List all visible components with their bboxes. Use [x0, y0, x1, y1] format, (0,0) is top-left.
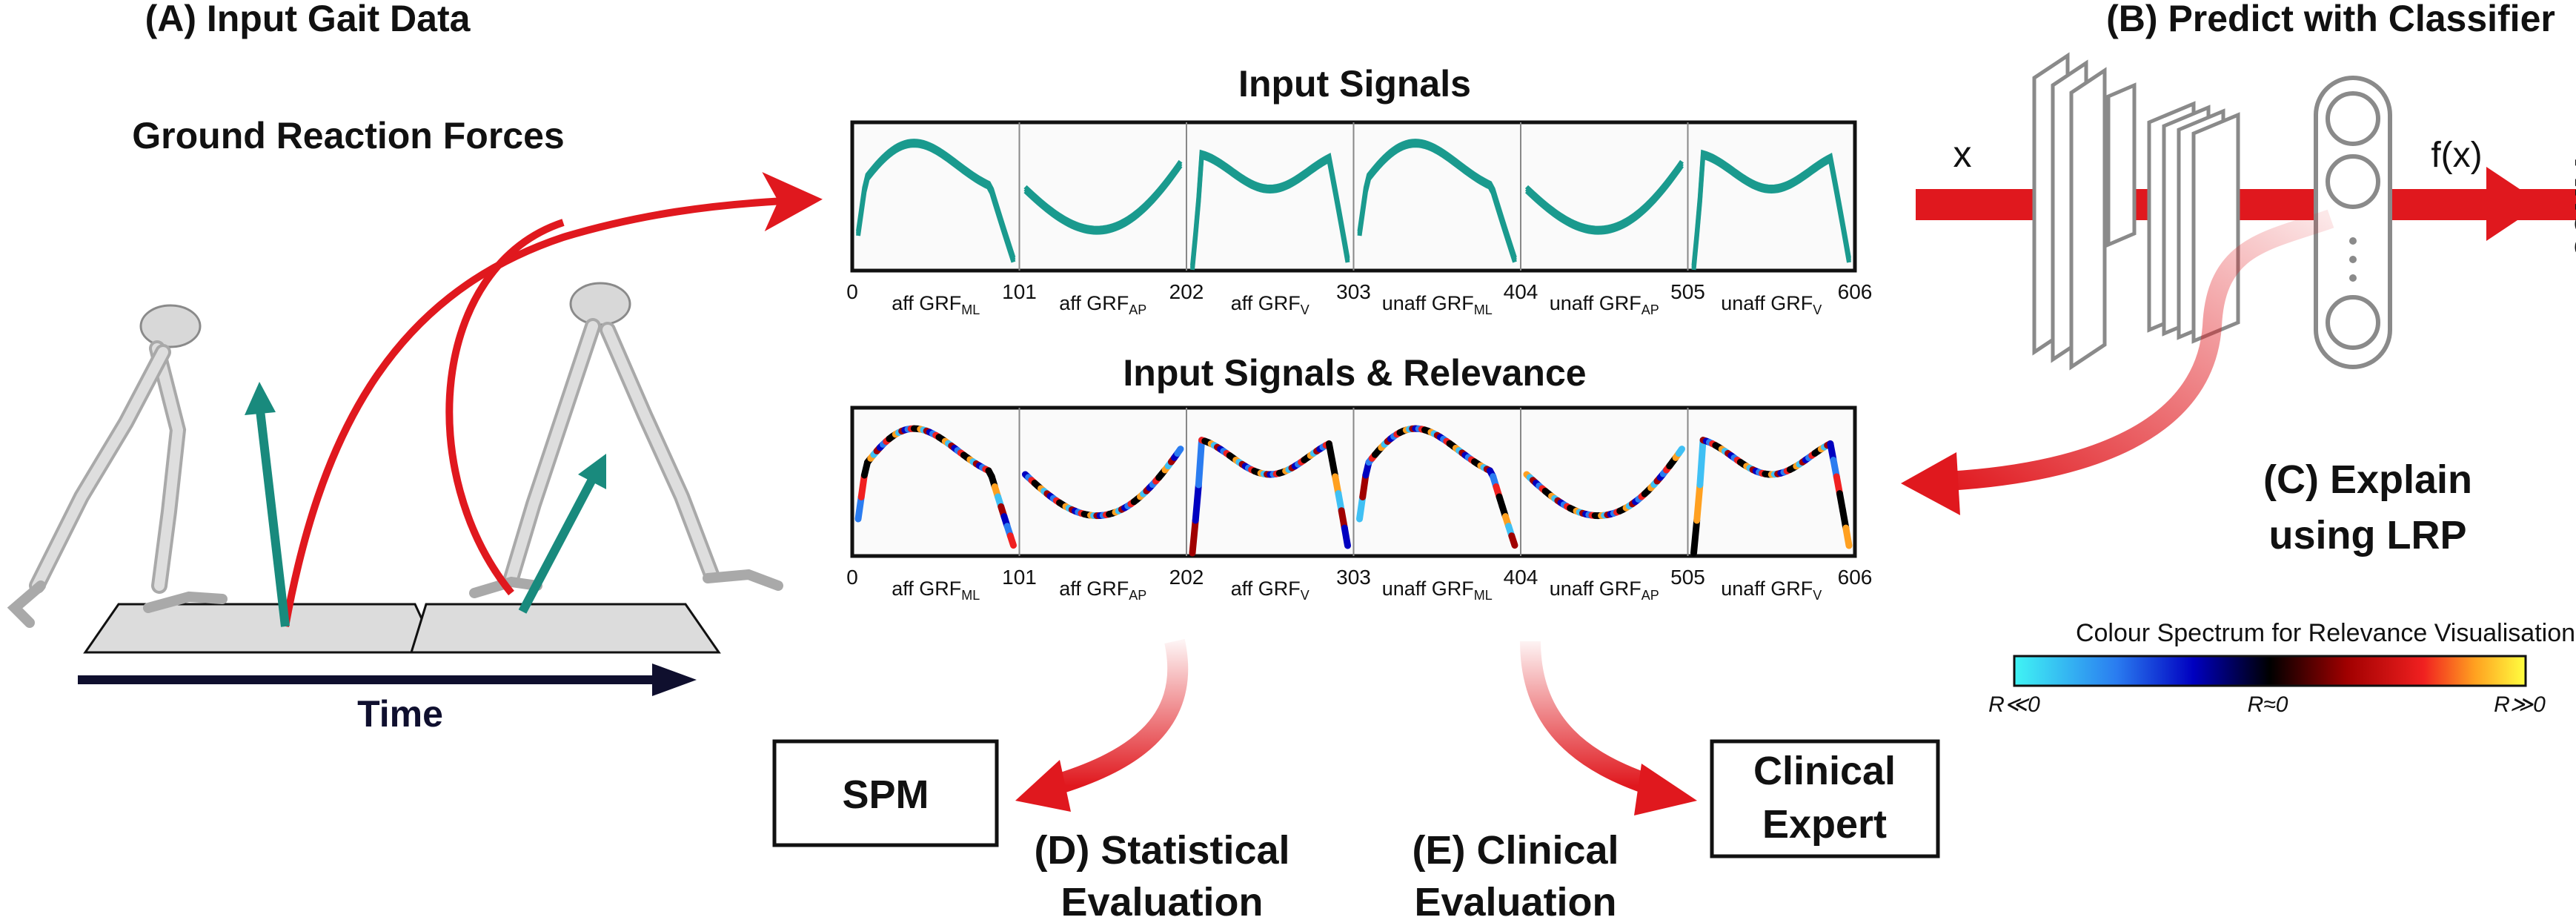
tick-label: 606 — [1838, 280, 1873, 303]
signal-line — [856, 143, 1016, 263]
signal-line — [1524, 164, 1684, 235]
force-vector-1 — [255, 403, 290, 627]
panel-a-title: (A) Input Gait Data — [145, 0, 471, 39]
expert-arrow — [1520, 641, 1656, 796]
skeleton-right-icon — [469, 282, 783, 598]
panel-e-title-1: (E) Clinical — [1412, 828, 1619, 873]
panel-label: aff GRFV — [1231, 578, 1309, 603]
clinical-expert-label-1: Clinical — [1753, 749, 1896, 793]
relevance-segment — [1359, 471, 1370, 500]
grf-arrow-1 — [282, 172, 823, 627]
relevance-segment — [1508, 532, 1518, 549]
grf-subtitle: Ground Reaction Forces — [132, 115, 564, 156]
spectrum-right-label: R≫0 — [2494, 692, 2546, 717]
time-arrow-head — [652, 663, 697, 696]
spectrum-left-label: R≪0 — [1988, 692, 2040, 717]
panel-label: unaff GRFML — [1382, 578, 1493, 603]
clinical-expert-label-2: Expert — [1762, 802, 1887, 847]
relevance-segment — [1690, 517, 1701, 557]
expert-arrow-head — [1634, 764, 1697, 815]
relevance-segment — [1195, 437, 1206, 489]
prediction-label: "Knee" — [2566, 137, 2576, 278]
classifier-flow-head — [2486, 167, 2542, 241]
signal-line — [1023, 164, 1183, 235]
tick-label: 404 — [1504, 280, 1538, 303]
signal-line — [1190, 153, 1350, 271]
spm-label: SPM — [842, 772, 929, 817]
panel-c-title-1: (C) Explain — [2263, 457, 2472, 502]
tick-label: 0 — [846, 280, 858, 303]
signals-title: Input Signals — [1238, 63, 1471, 105]
panel-label: unaff GRFAP — [1550, 578, 1659, 603]
relevance-segment — [1842, 524, 1853, 549]
panel-label: aff GRFV — [1231, 292, 1309, 317]
relevance-segment — [1696, 437, 1707, 489]
lrp-backward-arrow — [1933, 209, 2334, 492]
tick-label: 404 — [1504, 566, 1538, 589]
relevance-segment — [1006, 532, 1017, 549]
conv-layers-icon — [2032, 52, 2240, 371]
spm-arrow — [1049, 639, 1189, 796]
tick-label: 303 — [1336, 566, 1371, 589]
classifier-input-label: x — [1953, 133, 1972, 175]
classifier-flow-arrow — [1916, 189, 2576, 220]
panel-label: aff GRFML — [892, 578, 980, 603]
panel-c-title-2: using LRP — [2269, 513, 2467, 557]
force-vector-2 — [518, 476, 597, 614]
relevance-title: Input Signals & Relevance — [1123, 352, 1586, 394]
panel-label: unaff GRFV — [1721, 578, 1822, 603]
tick-label: 505 — [1670, 280, 1705, 303]
force-plate-1 — [83, 603, 439, 654]
panel-label: unaff GRFML — [1382, 292, 1493, 317]
spm-arrow-head — [1015, 760, 1071, 812]
panel-d-title-1: (D) Statistical — [1034, 828, 1289, 873]
panel-label: aff GRFML — [892, 292, 980, 317]
panel-d-title-2: Evaluation — [1060, 880, 1263, 920]
relevance-segment — [1174, 446, 1184, 457]
panel-label: aff GRFAP — [1059, 292, 1146, 317]
tick-label: 101 — [1002, 280, 1037, 303]
signal-line — [1691, 153, 1851, 271]
relevance-segment — [1341, 524, 1351, 549]
time-label: Time — [357, 693, 443, 735]
relevance-segment — [1192, 481, 1202, 524]
tick-label: 202 — [1169, 280, 1204, 303]
spm-box — [772, 739, 999, 847]
tick-label: 101 — [1002, 566, 1037, 589]
tick-label: 202 — [1169, 566, 1204, 589]
tick-label: 606 — [1838, 566, 1873, 589]
panel-label: unaff GRFAP — [1550, 292, 1659, 317]
panel-label: unaff GRFV — [1721, 292, 1822, 317]
relevance-segment — [854, 493, 865, 523]
relevance-chart: aff GRFML aff GRFAP aff GRFV unaff GRFML una… — [846, 406, 1873, 603]
relevance-segment — [1356, 493, 1367, 523]
force-plate-2 — [409, 603, 721, 654]
tick-label: 0 — [846, 566, 858, 589]
clinical-expert-box — [1710, 739, 1940, 858]
relevance-segment — [1693, 481, 1704, 524]
relevance-segment — [1189, 517, 1199, 557]
panel-label: aff GRFAP — [1059, 578, 1146, 603]
panel-e-title-2: Evaluation — [1414, 880, 1616, 920]
spectrum-bar — [2013, 655, 2527, 687]
force-vector-2-head — [578, 454, 606, 489]
signal-line — [1357, 143, 1517, 263]
relevance-segment — [857, 471, 868, 500]
input-signals-chart: aff GRFML aff GRFAP aff GRFV unaff GRFML una… — [846, 120, 1873, 317]
grf-arrow-2 — [445, 219, 565, 596]
panel-b-title: (B) Predict with Classifier — [2106, 0, 2555, 39]
skeleton-left-icon — [7, 304, 228, 628]
tick-label: 505 — [1670, 566, 1705, 589]
classifier-output-label: f(x) — [2431, 136, 2482, 175]
lrp-arrow-head — [1901, 452, 1960, 515]
spectrum-title: Colour Spectrum for Relevance Visualisat… — [2076, 619, 2575, 647]
force-vector-1-head — [245, 382, 276, 415]
spectrum-mid-label: R≈0 — [2248, 692, 2288, 717]
relevance-segment — [1675, 446, 1685, 457]
tick-label: 303 — [1336, 280, 1371, 303]
dense-layer-icon — [2314, 76, 2392, 369]
